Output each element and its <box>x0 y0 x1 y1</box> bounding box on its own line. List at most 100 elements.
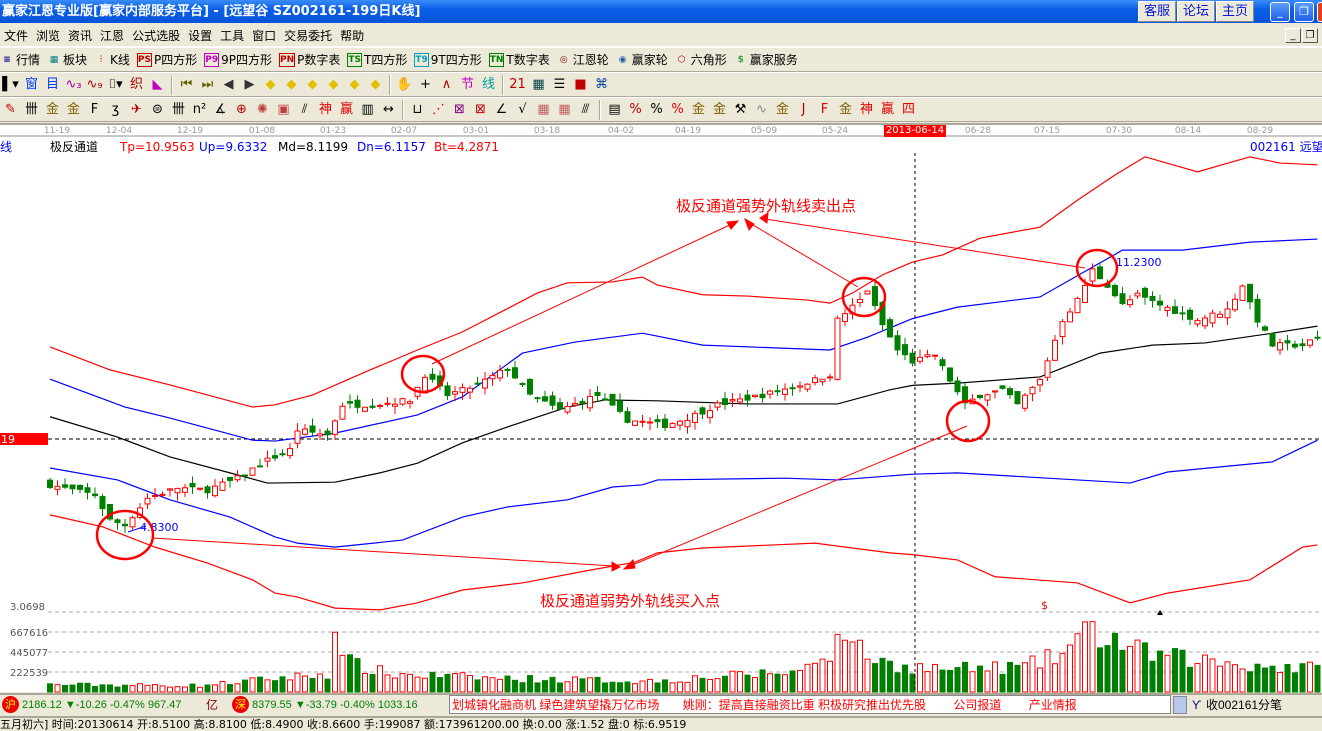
news-scroller[interactable]: 划城镇化融商机 绿色建筑望撬万亿市场 姚刚：提高直接融资比重 积极研究推出优先股… <box>449 695 1171 714</box>
toolbar-button[interactable]: PS P四方形 <box>136 51 197 68</box>
shanghai-badge[interactable]: 沪 <box>2 696 19 713</box>
win-icon[interactable]: 赢 <box>339 101 353 117</box>
forum-button[interactable]: 论坛 <box>1177 1 1215 22</box>
node-icon[interactable]: 节 <box>460 76 474 92</box>
line-icon[interactable]: 线 <box>481 76 495 92</box>
toolbar-button[interactable]: ◉ 赢家轮 <box>616 51 668 68</box>
god-angle-icon[interactable]: 神 <box>859 101 873 117</box>
calculator-icon[interactable]: ▦ <box>532 76 545 92</box>
gold-lines-icon[interactable]: 金 <box>45 101 59 117</box>
menu-item[interactable]: 设置 <box>188 29 213 43</box>
table-icon[interactable]: ▤ <box>608 101 621 117</box>
hand-icon[interactable]: ✋ <box>396 76 413 92</box>
four-angle-icon[interactable]: 四 <box>901 101 915 117</box>
news-item[interactable]: 划城镇化融商机 绿色建筑望撬万亿市场 <box>452 698 660 712</box>
indicator-9-icon[interactable]: ∿₉ <box>86 76 103 92</box>
shrink-icon[interactable]: ◆ <box>328 76 339 92</box>
homepage-button[interactable]: 主页 <box>1216 1 1254 22</box>
candle-type-icon[interactable]: ⌷▾ <box>108 76 123 92</box>
target-icon[interactable]: ⊕ <box>236 101 247 117</box>
fib-icon[interactable]: F <box>90 101 99 117</box>
mdi-minimize-button[interactable]: _ <box>1285 28 1301 43</box>
toolbar-button[interactable]: ≡ 行情 <box>0 51 40 68</box>
grid-icon[interactable]: ▦ <box>537 101 550 117</box>
rocket-icon[interactable]: ✈ <box>131 101 142 117</box>
zoom-in-icon[interactable]: ◆ <box>349 76 360 92</box>
toolbar-button[interactable]: T9 9T四方形 <box>414 51 482 68</box>
n-square-icon[interactable]: n² <box>192 101 207 117</box>
window-icon[interactable]: 窗 <box>24 76 38 92</box>
toolbar-button[interactable]: TS T四方形 <box>347 51 407 68</box>
fan-icon[interactable]: ⋰ <box>432 101 445 117</box>
news-item[interactable]: 产业情报 <box>1028 698 1077 712</box>
menu-item[interactable]: 窗口 <box>252 29 277 43</box>
measure-icon[interactable]: ↔ <box>383 101 394 117</box>
wave-2-icon[interactable]: ∿ <box>756 101 767 117</box>
customer-service-button[interactable]: 客服 <box>1138 1 1176 22</box>
toolbar-button[interactable]: PN P数字表 <box>278 51 340 68</box>
toolbar-button[interactable]: ⬡ 六角形 <box>675 51 727 68</box>
gold-lines-3-icon[interactable]: 金 <box>712 101 726 117</box>
tick-detail-label[interactable]: 收002161分笔 <box>1206 698 1283 712</box>
restore-button[interactable]: ❐ <box>1294 2 1314 22</box>
win-angle-icon[interactable]: 赢 <box>880 101 894 117</box>
news-scroll-button[interactable] <box>1173 696 1187 714</box>
list-doc-icon[interactable]: 目 <box>45 76 59 92</box>
toolbar-button[interactable]: P9 9P四方形 <box>204 51 272 68</box>
menu-item[interactable]: 江恩 <box>100 29 125 43</box>
toolbar-button[interactable]: ▦ 板块 <box>47 51 87 68</box>
box-fan-2-icon[interactable]: ⊠ <box>475 101 486 117</box>
crosshair-icon[interactable]: + <box>420 76 431 92</box>
cycle-icon[interactable]: 卌 <box>171 101 185 117</box>
news-item[interactable]: 公司报道 <box>953 698 1002 712</box>
circle-icon[interactable]: ⊜ <box>152 101 163 117</box>
calendar-icon[interactable]: 21 <box>509 76 526 92</box>
toolbar-button[interactable]: ◎ 江恩轮 <box>557 51 609 68</box>
news-item[interactable]: 姚刚：提高直接融资比重 积极研究推出优先股 <box>682 698 927 712</box>
percent-icon[interactable]: % <box>650 101 663 117</box>
menu-item[interactable]: 浏览 <box>36 29 61 43</box>
wave-icon[interactable]: √ <box>518 101 527 117</box>
box-fan-icon[interactable]: ⊠ <box>454 101 465 117</box>
gold-circle-icon[interactable]: 金 <box>691 101 705 117</box>
web-icon[interactable]: ✺ <box>257 101 268 117</box>
indicator-3-icon[interactable]: ∿₃ <box>65 76 82 92</box>
menu-item[interactable]: 工具 <box>220 29 245 43</box>
grid-2-icon[interactable]: ▦ <box>558 101 571 117</box>
bar-type-icon[interactable]: ▌▾ <box>2 76 19 92</box>
menu-item[interactable]: 交易委托 <box>284 29 333 43</box>
parallel-icon[interactable]: ⫽ <box>301 101 308 117</box>
mdi-restore-button[interactable]: ❐ <box>1302 28 1318 43</box>
percent-line-icon[interactable]: % <box>629 101 642 117</box>
square-web-icon[interactable]: ▣ <box>277 101 290 117</box>
menu-item[interactable]: 公式选股 <box>132 29 181 43</box>
menu-item[interactable]: 文件 <box>4 29 29 43</box>
menu-item[interactable]: 帮助 <box>340 29 365 43</box>
drill-icon[interactable]: ⚒ <box>734 101 747 117</box>
network-icon[interactable]: ⌘ <box>595 76 608 92</box>
toolbar-button[interactable]: $ 赢家服务 <box>734 51 798 68</box>
minimize-button[interactable]: _ <box>1270 2 1290 22</box>
ruler-icon[interactable]: ▥ <box>361 101 374 117</box>
right-icon[interactable]: ▶ <box>244 76 255 92</box>
zoom-out-icon[interactable]: ◆ <box>370 76 381 92</box>
channel-icon[interactable]: ⫻ <box>581 101 590 117</box>
angle-icon[interactable]: ∡ <box>214 101 227 117</box>
grid-lines-icon[interactable]: 卌 <box>24 101 38 117</box>
draw-icon[interactable]: ∧ <box>441 76 452 92</box>
candlestick-chart[interactable]: 19 3.0698 667616 445077 222539 4.8300 11… <box>0 153 1322 693</box>
move-right-icon[interactable]: ◆ <box>286 76 297 92</box>
gold-lines-4-icon[interactable]: 金 <box>775 101 789 117</box>
last-icon[interactable]: ⏭ <box>201 76 214 92</box>
speed-line-icon[interactable]: ∠ <box>495 101 508 117</box>
save-icon[interactable]: ■ <box>574 76 587 92</box>
chart-area[interactable] <box>0 123 1322 692</box>
left-icon[interactable]: ◀ <box>223 76 234 92</box>
toolbar-button[interactable]: TN T数字表 <box>488 51 550 68</box>
j-angle-icon[interactable]: J <box>801 101 806 117</box>
first-icon[interactable]: ⏮ <box>180 76 193 92</box>
percent-lines-icon[interactable]: % <box>671 101 684 117</box>
god-icon[interactable]: 神 <box>318 101 332 117</box>
notes-icon[interactable]: ☰ <box>553 76 566 92</box>
menu-item[interactable]: 资讯 <box>68 29 93 43</box>
